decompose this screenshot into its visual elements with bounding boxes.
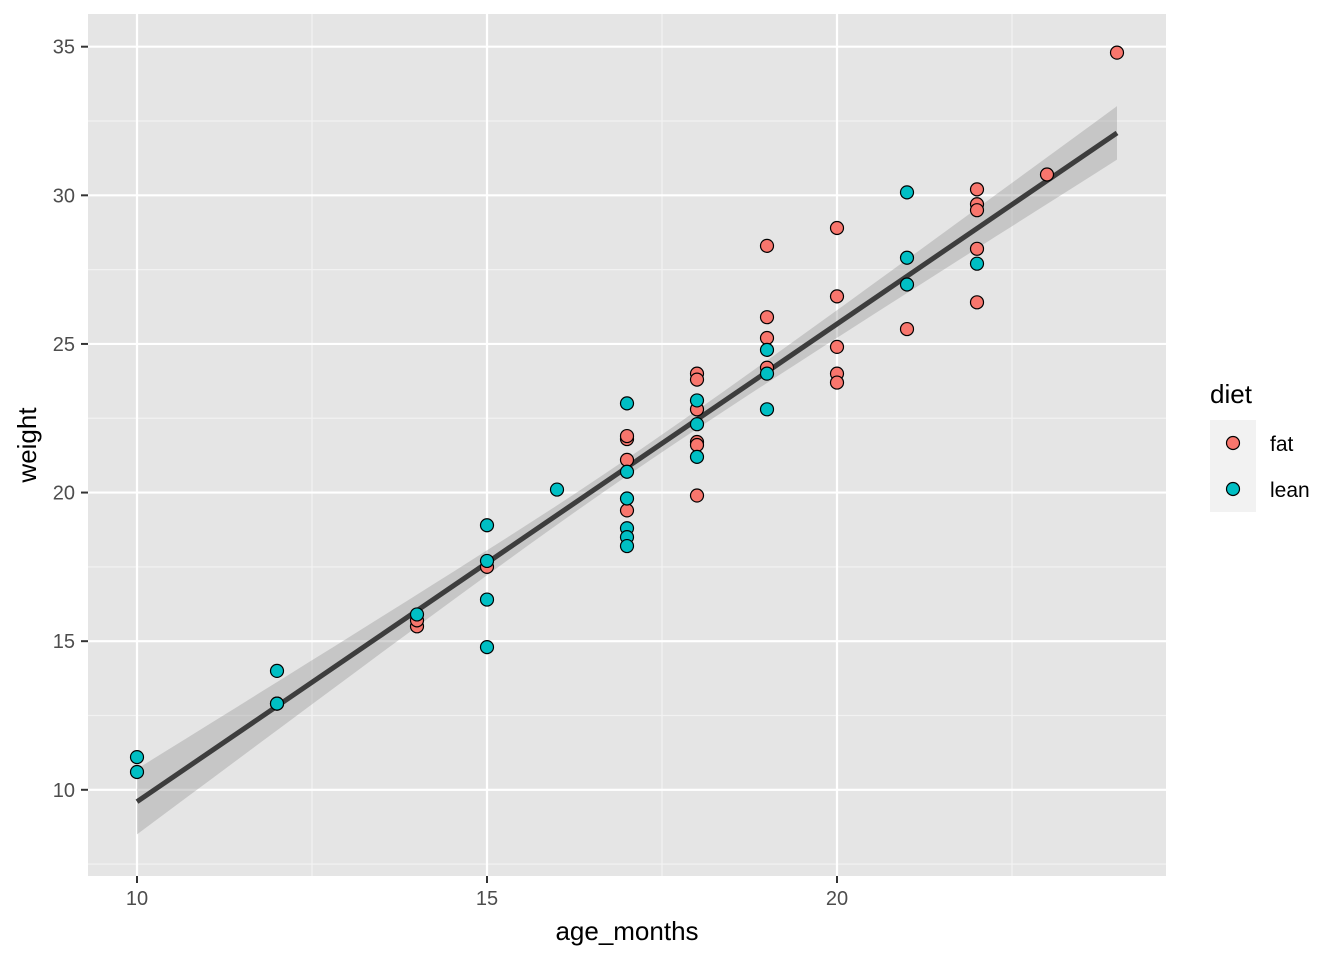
point-lean-22 — [899, 185, 915, 200]
point-fat-18 — [829, 220, 845, 236]
point-lean-7 — [479, 592, 495, 607]
x-tick-label-15: 15 — [476, 888, 498, 910]
point-fat-7 — [619, 503, 635, 518]
point-fat-16 — [759, 330, 775, 346]
x-tick-label-10: 10 — [126, 888, 148, 910]
point-lean-23 — [899, 250, 915, 265]
point-lean-6 — [479, 553, 495, 569]
point-lean-15 — [619, 538, 635, 554]
point-lean-4 — [409, 607, 425, 622]
point-lean-0 — [129, 750, 145, 765]
y-tick-label-15: 15 — [53, 631, 75, 653]
x-tick-label-20: 20 — [826, 888, 848, 910]
point-fat-28 — [969, 295, 985, 310]
point-lean-3 — [269, 696, 285, 711]
legend-key-lean — [1225, 481, 1241, 497]
y-axis: 10 15 20 25 30 35 — [53, 37, 88, 802]
point-fat-6 — [619, 452, 635, 467]
data-points — [129, 45, 1125, 780]
point-fat-26 — [969, 203, 985, 218]
point-lean-8 — [479, 640, 495, 655]
legend-key-fat — [1225, 435, 1241, 451]
point-lean-11 — [619, 464, 635, 479]
point-lean-9 — [549, 482, 565, 497]
point-lean-2 — [269, 663, 285, 679]
point-fat-5 — [619, 428, 635, 444]
point-fat-27 — [969, 241, 985, 256]
point-lean-16 — [689, 393, 705, 408]
point-fat-22 — [829, 375, 845, 390]
point-fat-20 — [829, 339, 845, 355]
point-fat-15 — [759, 310, 775, 325]
point-lean-5 — [479, 518, 495, 533]
point-lean-12 — [619, 491, 635, 506]
point-fat-12 — [689, 437, 705, 453]
point-fat-30 — [1109, 45, 1125, 60]
point-fat-13 — [689, 488, 705, 503]
point-lean-18 — [689, 449, 705, 464]
x-axis: 10 15 20 — [126, 876, 848, 910]
x-axis-title: age_months — [555, 916, 698, 946]
point-lean-10 — [619, 396, 635, 411]
point-lean-19 — [759, 342, 775, 357]
y-tick-label-30: 30 — [53, 185, 75, 207]
legend-title: diet — [1210, 379, 1253, 409]
y-tick-label-25: 25 — [53, 334, 75, 356]
y-tick-label-20: 20 — [53, 483, 75, 505]
point-fat-29 — [1039, 167, 1055, 182]
legend-label-fat: fat — [1270, 433, 1294, 456]
point-lean-17 — [689, 417, 705, 432]
legend-label-lean: lean — [1270, 479, 1310, 502]
y-tick-label-10: 10 — [53, 780, 75, 802]
legend: diet fat lean — [1210, 379, 1310, 512]
point-fat-23 — [899, 321, 915, 337]
point-lean-1 — [129, 764, 145, 780]
point-fat-24 — [969, 182, 985, 197]
point-lean-24 — [899, 277, 915, 292]
y-axis-title: weight — [12, 407, 42, 484]
point-fat-9 — [689, 372, 705, 387]
point-fat-19 — [829, 289, 845, 304]
point-fat-14 — [759, 238, 775, 253]
point-lean-21 — [759, 402, 775, 417]
y-tick-label-35: 35 — [53, 37, 75, 59]
point-lean-25 — [969, 256, 985, 271]
point-lean-20 — [759, 366, 775, 381]
